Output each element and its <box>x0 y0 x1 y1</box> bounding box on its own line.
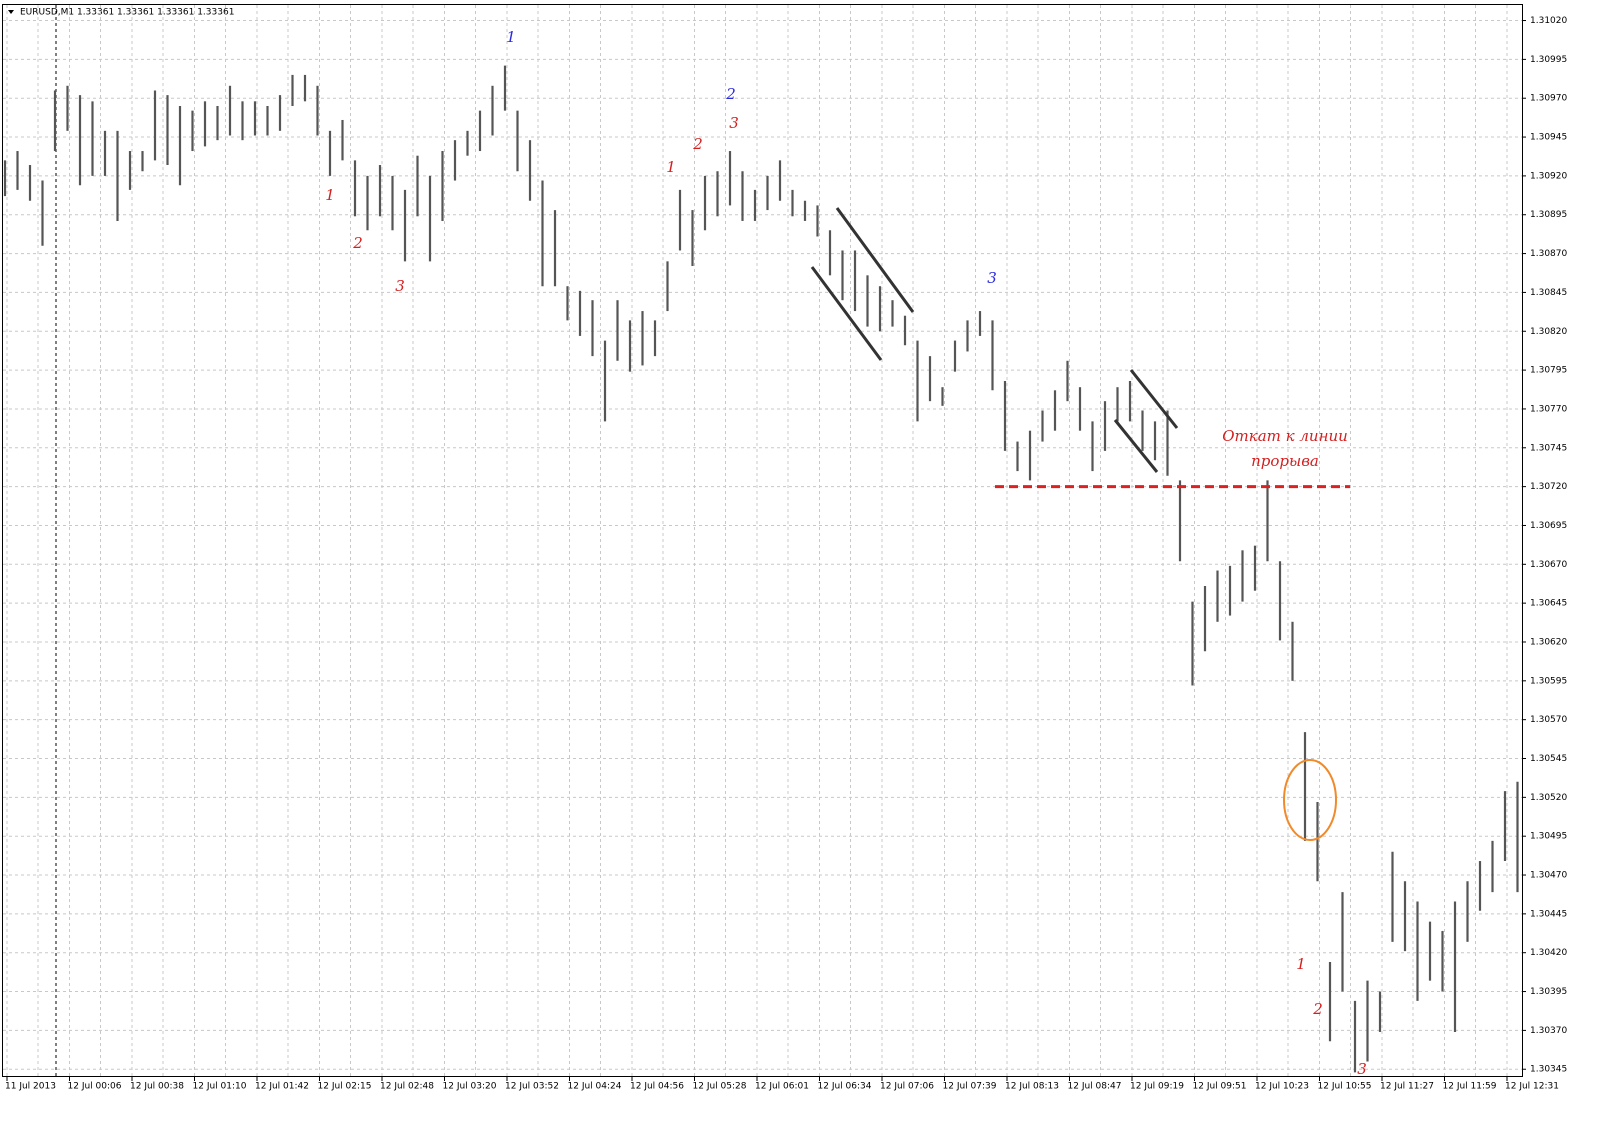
channel-line <box>1129 369 1179 429</box>
y-tick-label: 1.30745 <box>1530 443 1567 453</box>
highlight-ellipse <box>1283 759 1337 841</box>
annotation: 1 <box>1296 955 1306 973</box>
x-tick-label: 12 Jul 04:24 <box>568 1082 622 1092</box>
channel-line <box>835 207 915 313</box>
channel-lines <box>810 207 1179 473</box>
x-tick-label: 12 Jul 07:39 <box>943 1082 997 1092</box>
annotation: прорыва <box>1251 452 1319 470</box>
annotation: 1 <box>666 158 676 176</box>
price-bars <box>3 65 1519 1073</box>
annotation: 2 <box>1312 1000 1323 1018</box>
x-tick-label: 12 Jul 06:34 <box>818 1082 872 1092</box>
y-tick-label: 1.30695 <box>1530 521 1567 531</box>
y-tick-label: 1.30770 <box>1530 404 1567 414</box>
y-tick-label: 1.30795 <box>1530 366 1567 376</box>
y-tick-label: 1.30995 <box>1530 55 1567 65</box>
x-tick-label: 12 Jul 11:27 <box>1380 1082 1434 1092</box>
annotation: 1 <box>506 28 516 46</box>
x-tick-label: 12 Jul 12:31 <box>1505 1082 1559 1092</box>
x-tick-label: 12 Jul 01:10 <box>193 1082 247 1092</box>
annotation: 1 <box>325 186 335 204</box>
x-tick-label: 12 Jul 09:19 <box>1130 1082 1184 1092</box>
annotation: Откат к линии <box>1222 427 1348 445</box>
y-tick-label: 1.30645 <box>1530 599 1567 609</box>
menu-arrow <box>8 10 14 14</box>
y-tick-label: 1.30570 <box>1530 715 1567 725</box>
annotation: 3 <box>395 277 405 295</box>
y-tick-label: 1.30845 <box>1530 288 1567 298</box>
x-tick-label: 12 Jul 02:15 <box>318 1082 372 1092</box>
y-tick-label: 1.30420 <box>1530 948 1567 958</box>
x-tick-label: 12 Jul 04:56 <box>630 1082 684 1092</box>
annotation: 3 <box>1357 1060 1367 1078</box>
x-tick-label: 12 Jul 02:48 <box>380 1082 434 1092</box>
y-tick-label: 1.30720 <box>1530 482 1567 492</box>
annotation: 3 <box>987 269 997 287</box>
y-tick-label: 1.30470 <box>1530 871 1567 881</box>
y-tick-label: 1.30870 <box>1530 249 1567 259</box>
channel-line <box>1113 419 1159 473</box>
x-tick-label: 12 Jul 08:47 <box>1068 1082 1122 1092</box>
x-tick-label: 12 Jul 00:38 <box>130 1082 184 1092</box>
y-tick-label: 1.30395 <box>1530 987 1567 997</box>
x-tick-label: 12 Jul 03:52 <box>505 1082 559 1092</box>
chart-title: EURUSD,M1 1.33361 1.33361 1.33361 1.3336… <box>20 8 234 18</box>
annotation: 2 <box>352 234 363 252</box>
x-tick-label: 12 Jul 09:51 <box>1193 1082 1247 1092</box>
y-tick-label: 1.30820 <box>1530 327 1567 337</box>
annotation: 2 <box>725 85 736 103</box>
y-tick-label: 1.30345 <box>1530 1065 1567 1075</box>
y-tick-label: 1.30445 <box>1530 909 1567 919</box>
grid <box>3 5 1522 1077</box>
x-tick-label: 12 Jul 05:28 <box>693 1082 747 1092</box>
x-tick-label: 12 Jul 10:55 <box>1318 1082 1372 1092</box>
y-tick-label: 1.30520 <box>1530 793 1567 803</box>
y-tick-label: 1.30595 <box>1530 676 1567 686</box>
annotation: 2 <box>692 135 703 153</box>
channel-line <box>810 266 883 361</box>
y-tick-label: 1.30970 <box>1530 94 1567 104</box>
x-tick-label: 12 Jul 07:06 <box>880 1082 934 1092</box>
y-tick-label: 1.30545 <box>1530 754 1567 764</box>
y-tick-label: 1.30370 <box>1530 1026 1567 1036</box>
y-tick-label: 1.30895 <box>1530 210 1567 220</box>
x-tick-label: 12 Jul 08:13 <box>1005 1082 1059 1092</box>
y-tick-label: 1.30670 <box>1530 560 1567 570</box>
y-tick-label: 1.30945 <box>1530 133 1567 143</box>
x-tick-label: 12 Jul 10:23 <box>1255 1082 1309 1092</box>
x-tick-label: 12 Jul 06:01 <box>755 1082 809 1092</box>
plot-frame <box>2 4 1523 1077</box>
y-tick-label: 1.30920 <box>1530 171 1567 181</box>
y-tick-label: 1.30495 <box>1530 832 1567 842</box>
x-tick-label: 12 Jul 11:59 <box>1443 1082 1497 1092</box>
x-tick-label: 12 Jul 03:20 <box>443 1082 497 1092</box>
y-tick-label: 1.31020 <box>1530 16 1567 26</box>
y-tick-label: 1.30620 <box>1530 637 1567 647</box>
x-tick-label: 12 Jul 01:42 <box>255 1082 309 1092</box>
x-tick-label: 11 Jul 2013 <box>5 1082 56 1092</box>
x-tick-label: 12 Jul 00:06 <box>68 1082 122 1092</box>
annotation: 3 <box>729 114 739 132</box>
